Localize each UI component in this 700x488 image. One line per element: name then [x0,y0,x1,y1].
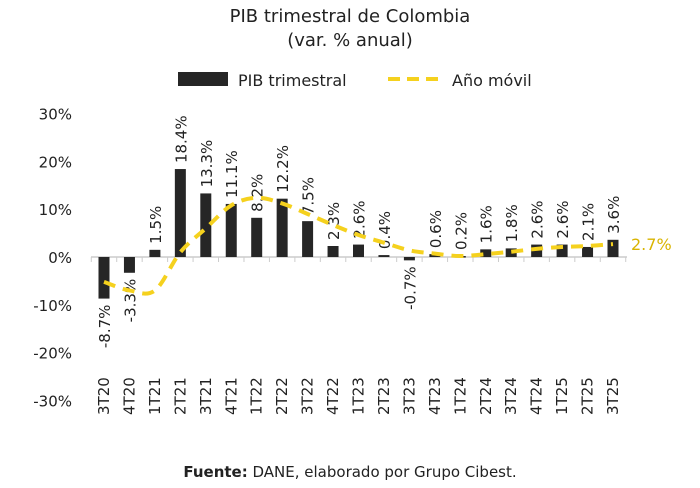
bar-data-label: -0.7% [401,266,419,310]
bar-3T21 [200,193,212,257]
x-tick-label: 2T22 [273,377,291,415]
y-tick-label: 10% [39,201,72,219]
chart-title: PIB trimestral de Colombia [229,6,471,27]
bar-2T25 [582,246,594,257]
legend-bar-swatch [178,72,228,86]
bar-data-label: 2.6% [529,200,547,238]
bar-data-label: 12.2% [274,145,292,193]
y-tick-label: -20% [33,345,72,363]
bar-data-label: 18.4% [172,115,190,163]
bar-3T20 [98,257,110,299]
bar-data-label: 3.6% [605,196,623,234]
bar-data-label: -3.3% [121,279,139,323]
bar-1T21 [149,249,161,257]
bar-data-label: 2.3% [325,202,343,240]
x-tick-label: 3T23 [400,377,418,415]
source-text: DANE, elaborado por Grupo Cibest. [252,463,517,481]
x-tick-label: 2T23 [375,377,393,415]
bar-data-label: 11.1% [223,150,241,198]
x-tick-label: 4T24 [528,377,546,415]
bar-data-label: 0.2% [452,212,470,250]
bar-3T22 [302,221,314,257]
x-tick-label: 1T25 [553,377,571,415]
x-tick-label: 1T21 [146,377,164,415]
x-tick-label: 1T23 [350,377,368,415]
x-tick-label: 3T24 [502,377,520,415]
bar-3T24 [505,248,517,257]
bar-data-label: 8.2% [249,174,267,212]
y-tick-label: -30% [33,392,72,410]
x-tick-label: 4T23 [426,377,444,415]
y-tick-label: 30% [39,106,72,124]
bar-2T21 [174,169,186,257]
bar-1T23 [353,244,364,257]
x-tick-label: 3T20 [95,377,113,415]
bar-data-label: -8.7% [96,305,114,349]
x-tick-label: 1T22 [248,377,266,415]
bar-data-label: 2.6% [554,200,572,238]
y-tick-label: 20% [39,153,72,171]
x-tick-label: 4T22 [324,377,342,415]
bar-2T22 [276,198,288,257]
x-tick-label: 4T21 [222,377,240,415]
x-tick-label: 2T24 [477,377,495,415]
bar-data-label: 1.8% [503,204,521,242]
bar-1T22 [251,217,263,257]
bar-4T22 [327,246,339,257]
bar-data-label: 13.3% [198,140,216,188]
bar-data-label: 0.6% [427,210,445,248]
bar-data-label: 0.4% [376,211,394,249]
bar-data-label: 1.6% [478,205,496,243]
x-tick-label: 4T20 [120,377,138,415]
bar-3T23 [403,257,415,261]
bar-1T25 [556,244,568,257]
bar-data-label: 2.1% [580,203,598,241]
line-end-label: 2.7% [631,235,672,254]
source-note: Fuente: DANE, elaborado por Grupo Cibest… [0,463,700,481]
line-ano-movil [103,195,614,296]
x-tick-label: 2T21 [171,377,189,415]
legend-bar-label: PIB trimestral [238,71,347,90]
x-tick-label: 2T25 [579,377,597,415]
bar-data-label: 1.5% [147,206,165,244]
y-tick-label: 0% [48,249,72,267]
bar-data-label: 7.5% [300,177,318,215]
chart-subtitle: (var. % anual) [287,30,413,51]
bar-data-label: 2.6% [351,200,369,238]
x-tick-label: 3T25 [604,377,622,415]
x-tick-label: 3T22 [299,377,317,415]
source-label: Fuente: [183,463,248,481]
bar-4T21 [225,203,237,257]
bar-2T24 [480,249,492,257]
x-tick-label: 3T21 [197,377,215,415]
y-tick-label: -10% [33,297,72,315]
bar-3T25 [607,239,619,257]
bar-4T20 [123,257,135,273]
bar-2T23 [378,255,390,257]
x-tick-label: 1T24 [451,377,469,415]
legend-line-label: Año móvil [452,71,532,90]
